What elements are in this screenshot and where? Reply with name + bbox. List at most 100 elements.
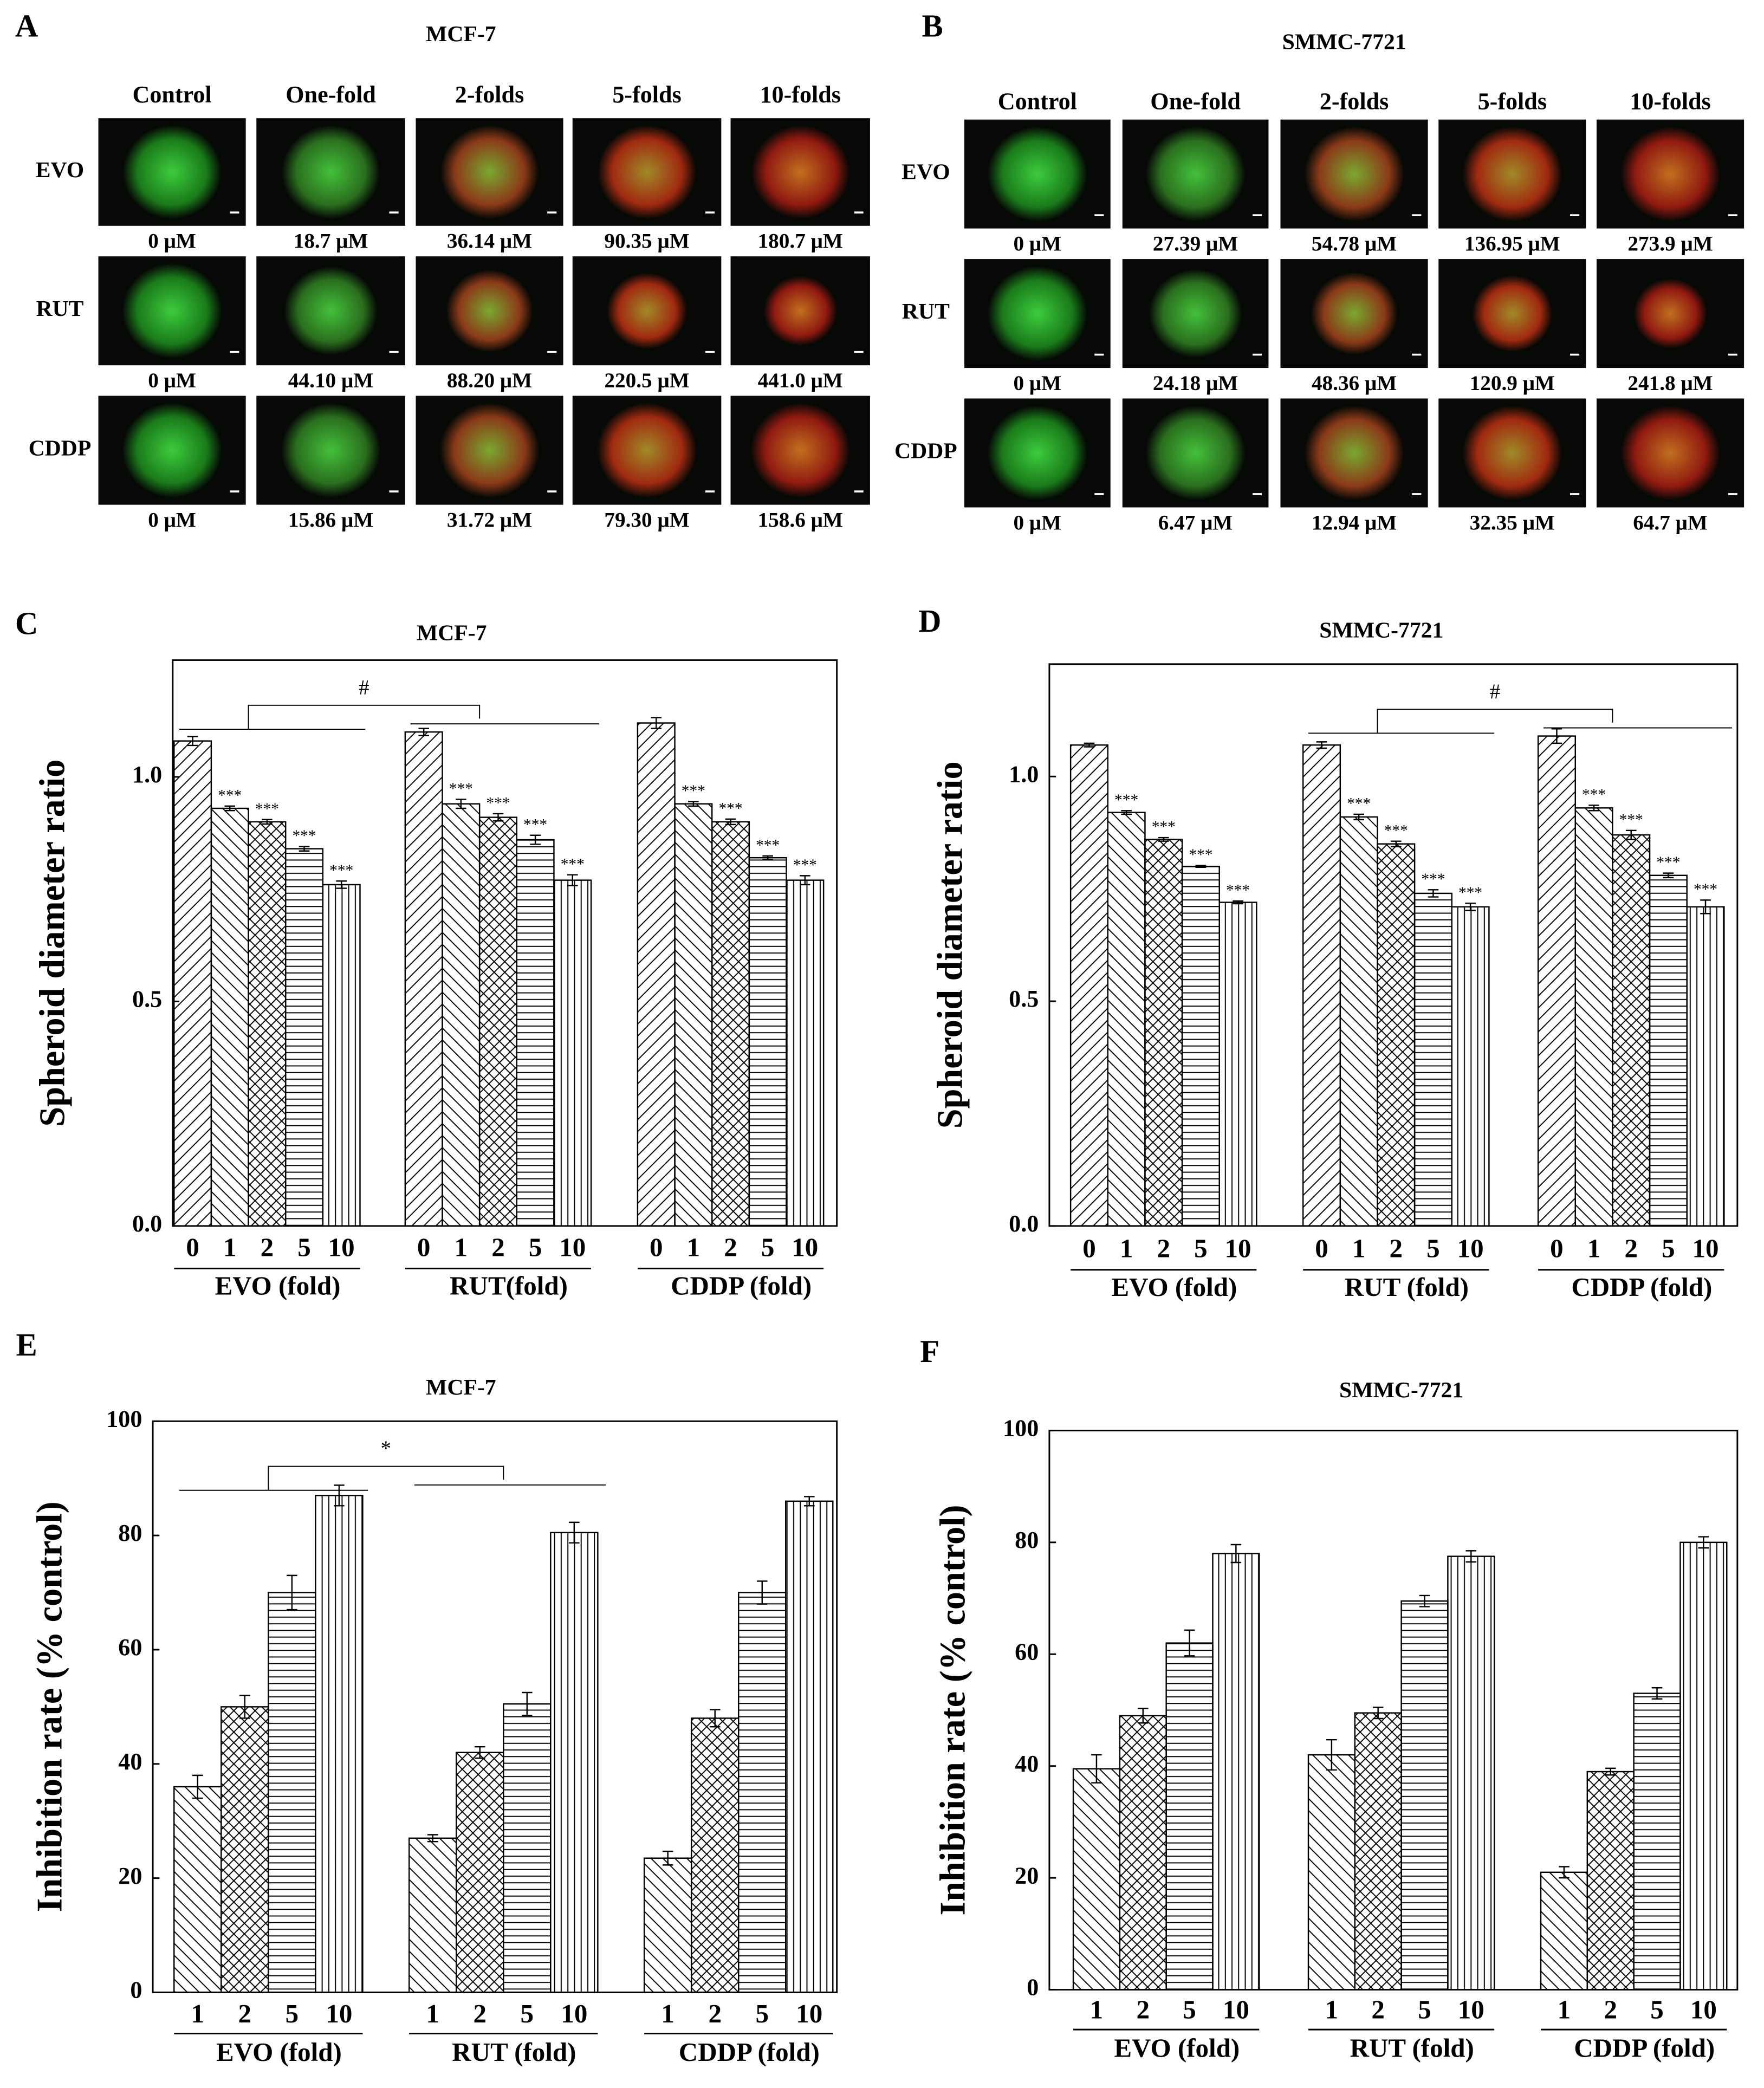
y-tick-label: 40 xyxy=(118,1748,142,1775)
x-tick-label: 10 xyxy=(1225,1234,1251,1263)
spheroid xyxy=(1620,126,1721,222)
x-tick-label: 10 xyxy=(792,1232,818,1262)
error-bar xyxy=(688,801,699,807)
group-label: CDDP (fold) xyxy=(671,1270,812,1300)
bar xyxy=(1537,735,1576,1227)
spheroid xyxy=(987,265,1088,361)
row-label: CDDP xyxy=(29,436,92,461)
x-tick-label: 10 xyxy=(328,1232,355,1262)
bar xyxy=(1165,1642,1214,1990)
bar xyxy=(503,1703,552,1993)
dose-label: 273.9 μM xyxy=(1627,232,1713,256)
error-bar xyxy=(1233,900,1243,905)
bar xyxy=(173,1786,222,1993)
significance-mark: *** xyxy=(486,795,510,812)
bar xyxy=(456,1752,504,1993)
bar xyxy=(1686,906,1725,1227)
spheroid xyxy=(596,403,697,498)
x-tick-label: 1 xyxy=(1325,1995,1339,2025)
error-bar xyxy=(1184,1629,1195,1657)
comparison-bracket xyxy=(1377,709,1613,734)
panel-label: D xyxy=(918,604,941,639)
spheroid xyxy=(281,403,381,498)
panel-title: SMMC-7721 xyxy=(1282,29,1406,54)
group-label: CDDP (fold) xyxy=(1571,1272,1712,1302)
x-tick-label: 5 xyxy=(755,1999,769,2028)
spheroid xyxy=(439,403,540,498)
x-tick-label: 5 xyxy=(1650,1995,1664,2025)
dose-label: 180.7 μM xyxy=(758,230,843,253)
y-tick-label: 20 xyxy=(118,1863,142,1889)
error-bar xyxy=(1353,813,1364,821)
error-bar xyxy=(474,1746,485,1759)
dose-label: 241.8 μM xyxy=(1627,372,1713,395)
dose-label: 31.72 μM xyxy=(447,509,532,532)
error-bar xyxy=(1084,742,1095,748)
spheroid xyxy=(750,125,850,219)
bar xyxy=(1354,1712,1402,1990)
y-tick-label: 0 xyxy=(1027,1974,1039,2001)
error-bar xyxy=(1316,741,1327,749)
bar xyxy=(643,1857,692,1993)
dose-label: 54.78 μM xyxy=(1312,232,1397,256)
bar xyxy=(210,807,249,1227)
x-tick-label: 1 xyxy=(191,1999,205,2028)
error-bar xyxy=(1195,865,1207,868)
spheroid xyxy=(763,275,838,346)
spheroid xyxy=(122,263,223,359)
error-bar xyxy=(1121,810,1132,815)
error-bar xyxy=(1091,1754,1102,1784)
bar xyxy=(1181,865,1220,1227)
x-tick-label: 10 xyxy=(796,1999,822,2028)
chart-title: SMMC-7721 xyxy=(1319,618,1443,643)
group-label: CDDP (fold) xyxy=(1574,2033,1715,2063)
spheroid xyxy=(1633,278,1708,349)
y-axis-label: Inhibition rate (% control) xyxy=(933,1505,972,1915)
x-tick-label: 2 xyxy=(1604,1995,1617,2025)
x-tick-label: 0 xyxy=(1082,1234,1096,1263)
bar xyxy=(1212,1553,1260,1990)
dose-label: 6.47 μM xyxy=(1158,511,1233,534)
column-header: Control xyxy=(132,81,211,108)
y-tick-label: 1.0 xyxy=(132,761,162,788)
panel-label: B xyxy=(922,8,943,43)
error-bar xyxy=(187,736,198,747)
chart-title: MCF-7 xyxy=(426,1375,496,1400)
significance-mark: *** xyxy=(756,837,780,854)
comparison-label: # xyxy=(1490,680,1501,703)
row-label: RUT xyxy=(36,296,83,321)
row-label: CDDP xyxy=(894,439,957,464)
dose-label: 64.7 μM xyxy=(1633,511,1708,534)
x-tick-label: 5 xyxy=(297,1232,311,1262)
x-tick-label: 2 xyxy=(724,1232,737,1262)
x-tick-label: 0 xyxy=(650,1232,663,1262)
spheroid xyxy=(284,266,378,355)
bar xyxy=(786,879,825,1227)
bar xyxy=(248,821,287,1227)
bar xyxy=(1302,744,1341,1227)
bar xyxy=(1586,1771,1635,1990)
significance-mark: *** xyxy=(292,827,316,845)
spheroid xyxy=(440,125,539,219)
error-bar xyxy=(427,1834,438,1843)
bar xyxy=(1679,1541,1728,1990)
bar xyxy=(315,1495,364,1993)
bar xyxy=(1540,1871,1588,1990)
x-tick-label: 2 xyxy=(261,1232,274,1262)
x-tick-label: 0 xyxy=(186,1232,199,1262)
y-tick-label: 0.5 xyxy=(1009,985,1039,1012)
bar xyxy=(748,857,787,1227)
error-bar xyxy=(456,799,466,809)
error-bar xyxy=(567,874,578,886)
bar xyxy=(1633,1693,1681,1990)
spheroid xyxy=(122,125,222,219)
spheroid xyxy=(122,403,223,498)
error-bar xyxy=(799,875,810,886)
error-bar xyxy=(1551,728,1562,744)
spheroid xyxy=(1471,275,1553,352)
significance-mark: *** xyxy=(793,857,817,874)
dose-label: 0 μM xyxy=(1014,511,1062,534)
error-bar xyxy=(709,1709,721,1728)
x-tick-label: 5 xyxy=(761,1232,775,1262)
dose-label: 24.18 μM xyxy=(1153,372,1238,395)
